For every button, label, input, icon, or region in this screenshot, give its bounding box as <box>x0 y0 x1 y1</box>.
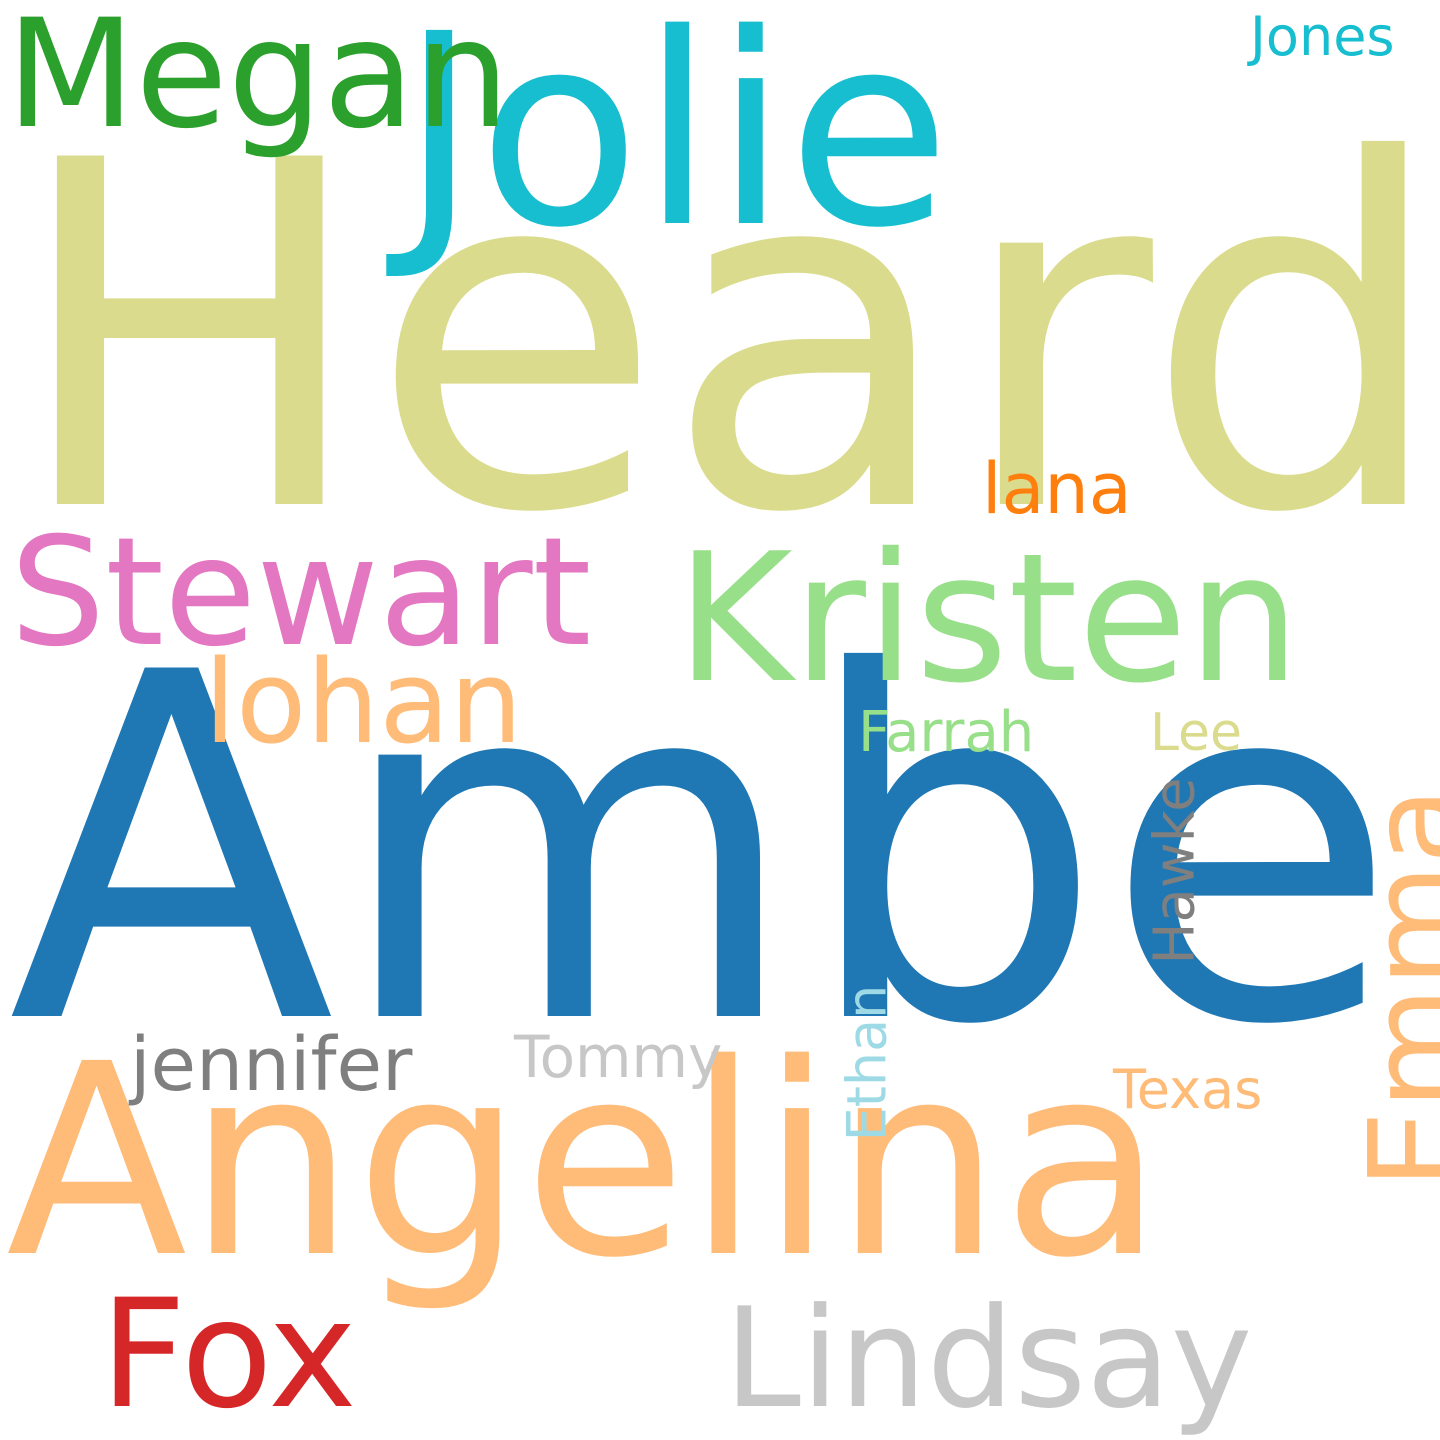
word-texas: Texas <box>1113 1058 1263 1121</box>
word-lohan: lohan <box>204 636 523 770</box>
word-tommy: Tommy <box>514 1023 723 1091</box>
word-lee: Lee <box>1150 703 1243 763</box>
word-lana: lana <box>982 448 1132 530</box>
word-ethan: Ethan <box>835 984 899 1142</box>
word-emma: Emma <box>1342 786 1440 1190</box>
word-angelina: Angelina <box>6 1008 1165 1316</box>
word-jennifer: jennifer <box>130 1022 413 1108</box>
word-amber: Amber <box>8 572 1440 1129</box>
word-kristen: Kristen <box>676 515 1301 722</box>
word-hawke: Hawke <box>1142 777 1208 965</box>
word-farrah: Farrah <box>858 700 1035 765</box>
word-jolie: Jolie <box>400 0 951 286</box>
word-megan: Megan <box>6 0 510 162</box>
word-fox: Fox <box>100 1268 357 1440</box>
word-lindsay: Lindsay <box>724 1278 1253 1439</box>
word-jones: Jones <box>1250 5 1395 68</box>
word-stewart: Stewart <box>10 506 592 680</box>
word-heard: Heard <box>10 60 1440 617</box>
